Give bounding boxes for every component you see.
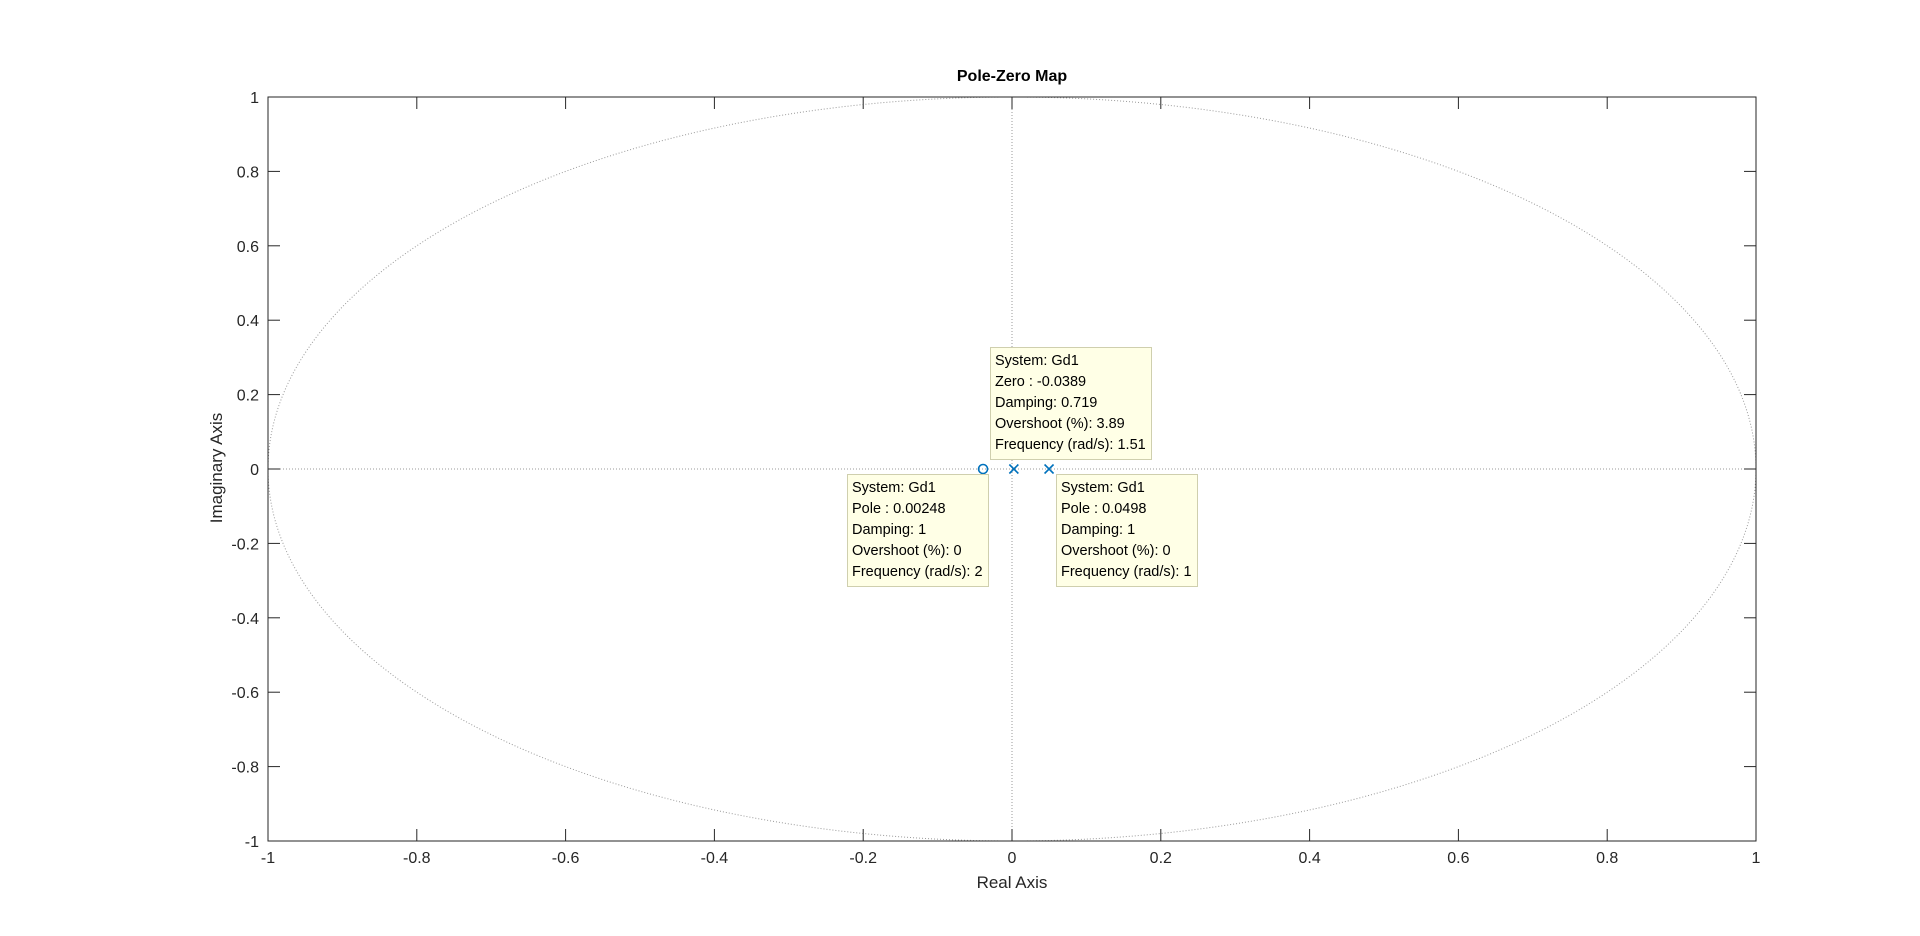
zero-marker (977, 463, 989, 475)
y-axis-label: Imaginary Axis (207, 413, 226, 524)
plot-area: -1 -0.8 -0.6 -0.4 -0.2 0 0.2 0.4 0.6 0.8 1 1 0.8 0.6 0… (231, 90, 1760, 867)
x-tick-label: -0.6 (552, 850, 580, 867)
datatip-line: Pole : 0.00248 (852, 501, 946, 517)
datatip-line: System: Gd1 (995, 353, 1079, 369)
chart-title: Pole-Zero Map (957, 68, 1067, 85)
x-axis-label: Real Axis (977, 873, 1048, 892)
y-tick-label: 0.8 (237, 164, 259, 181)
datatip-line: Damping: 0.719 (995, 395, 1098, 411)
x-tick-label: 1 (1752, 850, 1761, 867)
datatip-line: Overshoot (%): 0 (852, 543, 962, 559)
y-tick-label: 1 (250, 90, 259, 107)
x-tick-label: 0.2 (1150, 850, 1172, 867)
x-tick-label: 0.8 (1596, 850, 1618, 867)
datatip-line: System: Gd1 (852, 480, 936, 496)
x-tick-label: 0 (1008, 850, 1017, 867)
datatip-pole-2[interactable]: System: Gd1 Pole : 0.0498 Damping: 1 Ove… (1056, 474, 1198, 587)
y-tick-label: 0 (250, 462, 259, 479)
datatip-line: Frequency (rad/s): 2 (852, 564, 983, 580)
y-tick-label: -0.6 (231, 685, 259, 702)
y-tick-label: -0.2 (231, 536, 259, 553)
datatip-pole-1[interactable]: System: Gd1 Pole : 0.00248 Damping: 1 Ov… (847, 474, 989, 587)
datatip-line: Damping: 1 (852, 522, 927, 538)
datatip-line: Damping: 1 (1061, 522, 1136, 538)
y-tick-label: -1 (245, 834, 259, 851)
x-tick-label: -0.2 (849, 850, 877, 867)
x-tick-label: 0.6 (1447, 850, 1469, 867)
y-tick-label: -0.8 (231, 760, 259, 777)
datatip-zero[interactable]: System: Gd1 Zero : -0.0389 Damping: 0.71… (990, 347, 1152, 460)
datatip-line: Overshoot (%): 0 (1061, 543, 1171, 559)
datatip-line: Zero : -0.0389 (995, 374, 1087, 390)
datatip-line: Pole : 0.0498 (1061, 501, 1147, 517)
x-tick-label: -1 (261, 850, 275, 867)
pole-marker-stroke (1043, 463, 1055, 475)
y-tick-label: 0.2 (237, 388, 259, 405)
x-tick-label: -0.8 (403, 850, 431, 867)
y-tick-label: 0.6 (237, 239, 259, 256)
pole-marker (1043, 463, 1055, 475)
pole-marker-stroke (1008, 463, 1019, 475)
y-tick-label: 0.4 (237, 313, 259, 330)
pole-marker (1008, 463, 1019, 475)
datatip-line: Frequency (rad/s): 1 (1061, 564, 1192, 580)
datatip-line: Overshoot (%): 3.89 (995, 416, 1125, 432)
datatip-line: Frequency (rad/s): 1.51 (995, 437, 1146, 453)
y-tick-label: -0.4 (231, 611, 259, 628)
datatip-line: System: Gd1 (1061, 480, 1145, 496)
x-tick-label: 0.4 (1298, 850, 1320, 867)
x-tick-label: -0.4 (701, 850, 729, 867)
